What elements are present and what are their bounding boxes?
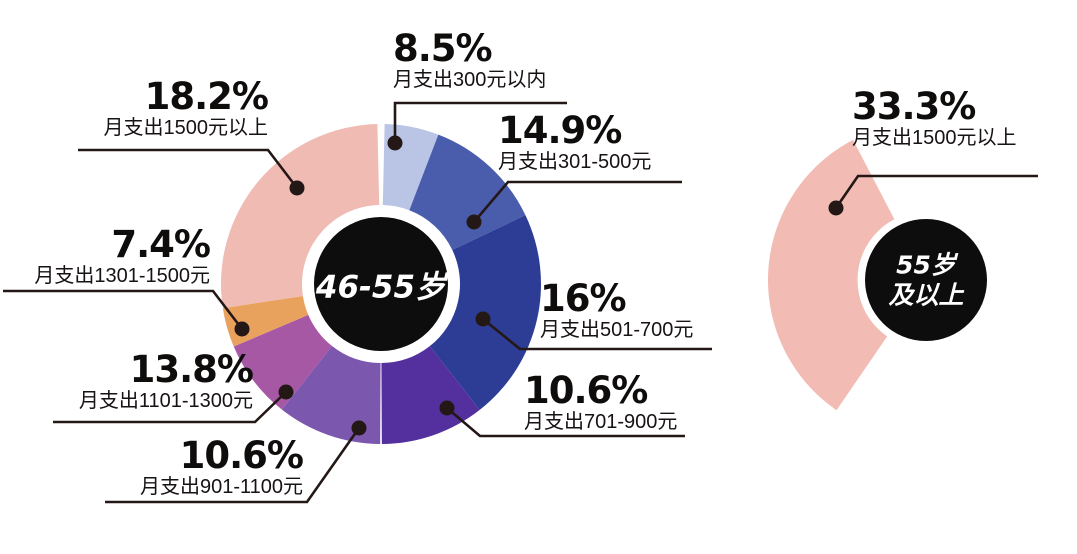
- wedge-center-age-label: 55岁 及以上: [888, 251, 963, 310]
- slice-percent: 10.6%: [179, 434, 304, 477]
- slice-label-300-below: 8.5% 月支出300元以内: [393, 27, 547, 91]
- leader-line: [834, 174, 1038, 209]
- donut-slice: [220, 124, 380, 309]
- slice-category: 月支出301-500元: [498, 150, 652, 173]
- leader-line: [105, 427, 361, 504]
- leader-dot: [387, 135, 403, 151]
- wedge-slice: [767, 139, 926, 411]
- slice-percent: 18.2%: [144, 75, 269, 118]
- leader-dot: [466, 214, 482, 230]
- leader-line: [473, 180, 682, 223]
- slice-category: 月支出1500元以上: [852, 126, 1017, 149]
- slice-category: 月支出300元以内: [393, 68, 547, 91]
- donut-slice: [381, 346, 480, 444]
- slice-category: 月支出1301-1500元: [34, 264, 210, 287]
- donut-center-circle: [314, 217, 448, 351]
- leader-dot: [278, 384, 294, 400]
- slice-label-1101-1300: 13.8% 月支出1101-1300元: [78, 348, 254, 412]
- leader-dot: [475, 311, 491, 327]
- slice-percent: 8.5%: [393, 27, 493, 70]
- slice-label-301-500: 14.9% 月支出301-500元: [498, 109, 652, 173]
- leader-dot: [234, 321, 250, 337]
- donut-slice: [409, 134, 526, 250]
- donut-slice: [281, 346, 381, 444]
- leader-line: [3, 289, 244, 330]
- slice-percent: 10.6%: [524, 369, 648, 412]
- leader-dot: [289, 180, 305, 196]
- leader-dot: [439, 400, 455, 416]
- slice-category: 月支出701-900元: [524, 410, 678, 433]
- wedge-center-line1: 55岁: [896, 250, 956, 280]
- leader-dot: [828, 200, 844, 216]
- slice-label-1500-above: 18.2% 月支出1500元以上: [103, 75, 269, 139]
- slice-percent: 16%: [540, 277, 627, 320]
- leader-line: [393, 101, 567, 143]
- wedge-center-circle: [865, 219, 987, 341]
- slice-label-701-900: 10.6% 月支出701-900元: [524, 369, 678, 433]
- donut-center-age-label: 46-55岁: [315, 269, 447, 306]
- slice-percent: 7.4%: [111, 223, 211, 266]
- slice-label-1301-1500: 7.4% 月支出1301-1500元: [34, 223, 211, 287]
- leader-line: [446, 407, 685, 438]
- slice-label-501-700: 16% 月支出501-700元: [540, 277, 694, 341]
- leader-line: [482, 317, 712, 351]
- wedge-label-1500-above: 33.3% 月支出1500元以上: [852, 85, 1017, 149]
- wedge-center-line2: 及以上: [888, 280, 964, 309]
- donut-slice: [233, 314, 333, 410]
- slice-category: 月支出1500元以上: [103, 116, 269, 139]
- slice-category: 月支出1101-1300元: [78, 389, 253, 412]
- slice-category: 月支出901-1100元: [139, 475, 303, 498]
- slice-percent: 33.3%: [852, 85, 976, 128]
- slice-percent: 13.8%: [129, 348, 254, 391]
- leader-dot: [351, 420, 367, 436]
- leader-line: [78, 148, 299, 189]
- slice-label-901-1100: 10.6% 月支出901-1100元: [139, 434, 304, 498]
- slice-percent: 14.9%: [498, 109, 622, 152]
- slice-category: 月支出501-700元: [540, 318, 694, 341]
- leader-line: [53, 391, 287, 424]
